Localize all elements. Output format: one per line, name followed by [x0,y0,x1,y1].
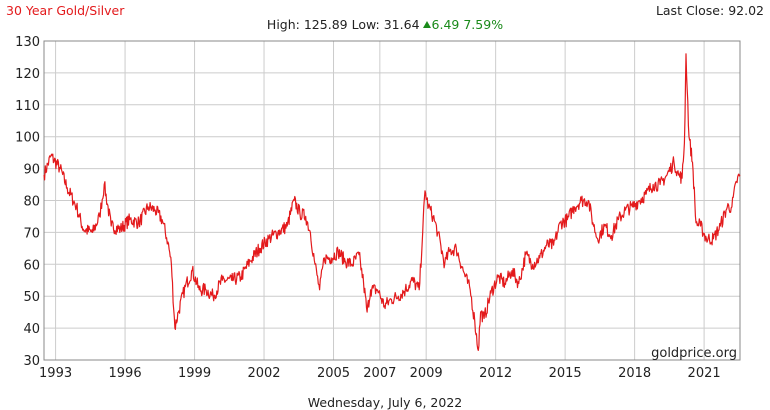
y-tick-label: 70 [23,226,40,241]
x-tick-label: 2002 [247,366,280,381]
change-percent: 7.59% [463,17,504,32]
ratio-series-line [43,53,741,351]
y-tick-label: 80 [23,195,40,210]
x-tick-label: 1999 [178,366,211,381]
y-tick-label: 30 [23,354,40,369]
x-tick-label: 1996 [109,366,142,381]
plot-frame [43,40,741,361]
x-tick-label: 2021 [688,366,721,381]
y-tick-label: 130 [15,35,40,50]
watermark: goldprice.org [651,346,737,361]
last-close-label: Last Close: [655,3,725,18]
x-tick-label: 2015 [549,366,582,381]
x-tick-label: 2012 [479,366,512,381]
x-tick-label: 2018 [618,366,651,381]
footer-date: Wednesday, July 6, 2022 [307,395,463,410]
low-value: 31.64 [383,17,420,32]
y-tick-label: 60 [23,258,40,273]
x-tick-label: 2009 [410,366,443,381]
high-label: High: [266,17,300,32]
up-arrow-icon [422,21,431,28]
y-tick-label: 50 [23,290,40,305]
y-tick-label: 120 [15,67,40,82]
change-value: 6.49 [431,17,460,32]
price-stats: High: 125.89 Low: 31.64 6.49 7.59% [0,17,770,32]
x-axis: 1993 1996 1999 2002 2005 2007 2009 2012 2015 2018… [39,366,721,381]
chart-title: 30 Year Gold/Silver [6,3,125,18]
y-tick-label: 90 [23,163,40,178]
low-label: Low: [351,17,380,32]
y-tick-label: 110 [15,99,40,114]
y-tick-label: 40 [23,322,40,337]
high-value: 125.89 [303,17,348,32]
last-close-value: 92.02 [728,3,764,18]
x-tick-label: 2005 [317,366,350,381]
y-tick-label: 100 [15,131,40,146]
x-tick-label: 2007 [363,366,396,381]
x-tick-label: 1993 [39,366,72,381]
y-axis: 30 40 50 60 70 80 90 100 110 120 130 [15,35,40,369]
grid-lines [44,40,740,361]
last-close: Last Close: 92.02 [656,3,764,18]
